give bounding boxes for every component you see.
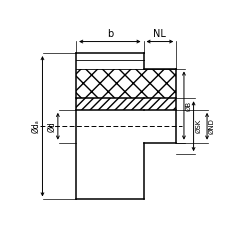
Text: ØB: ØB <box>186 100 192 110</box>
Text: b: b <box>107 29 113 39</box>
Bar <box>144 68 176 98</box>
Text: Ødₐ: Ødₐ <box>31 120 40 133</box>
Text: Ød: Ød <box>48 121 56 132</box>
Text: NL: NL <box>154 29 166 39</box>
Bar <box>144 98 176 110</box>
Bar <box>76 68 144 98</box>
Text: ØSK: ØSK <box>195 119 201 134</box>
Bar <box>76 98 144 110</box>
Text: ØND: ØND <box>208 118 214 134</box>
